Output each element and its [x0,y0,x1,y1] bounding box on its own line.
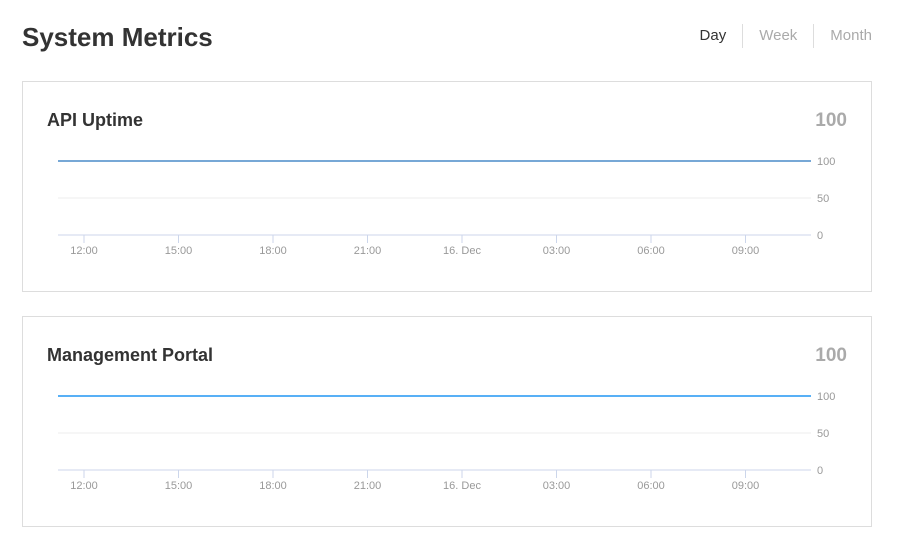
x-tick-label: 09:00 [732,480,760,492]
x-tick-label: 03:00 [543,245,571,257]
x-tick-label: 15:00 [165,480,193,492]
x-tick-label: 12:00 [70,245,98,257]
range-month-button[interactable]: Month [813,24,872,48]
management-portal-chart: 0 50 100 12:00 15:00 18:00 21:00 16. Dec 03:00 06… [58,391,835,492]
card-title: Management Portal [47,345,214,365]
api-uptime-chart: 0 50 100 12:00 15:00 18:00 21:00 16. Dec 03:00 06… [58,156,835,257]
y-tick-label: 0 [817,230,823,242]
y-tick-label: 100 [817,156,835,168]
range-day-button[interactable]: Day [699,27,727,44]
x-tick-label: 06:00 [637,480,665,492]
metric-card-api-uptime: 0 50 100 12:00 15:00 18:00 21:00 16. Dec 03:00 06… [22,81,872,292]
x-tick-label: 21:00 [354,245,382,257]
current-value: 100 [815,345,847,366]
y-tick-label: 100 [817,391,835,403]
x-tick-label: 21:00 [354,480,382,492]
x-tick-label: 03:00 [543,480,571,492]
y-tick-label: 50 [817,193,829,205]
x-tick-label: 16. Dec [443,480,481,492]
card-title: API Uptime [47,110,144,130]
y-tick-label: 50 [817,428,829,440]
x-tick-label: 09:00 [732,245,760,257]
metric-card-management-portal: 0 50 100 12:00 15:00 18:00 21:00 16. Dec 03:00 06… [22,316,872,527]
x-tick-label: 15:00 [165,245,193,257]
y-tick-label: 0 [817,465,823,477]
current-value: 100 [815,110,847,131]
x-tick-label: 12:00 [70,480,98,492]
time-range-selector: Day Week Month [684,24,872,48]
x-tick-label: 16. Dec [443,245,481,257]
range-week-button[interactable]: Week [742,24,813,48]
x-tick-label: 18:00 [259,480,287,492]
page-title: System Metrics [22,22,213,52]
x-tick-label: 18:00 [259,245,287,257]
x-tick-label: 06:00 [637,245,665,257]
